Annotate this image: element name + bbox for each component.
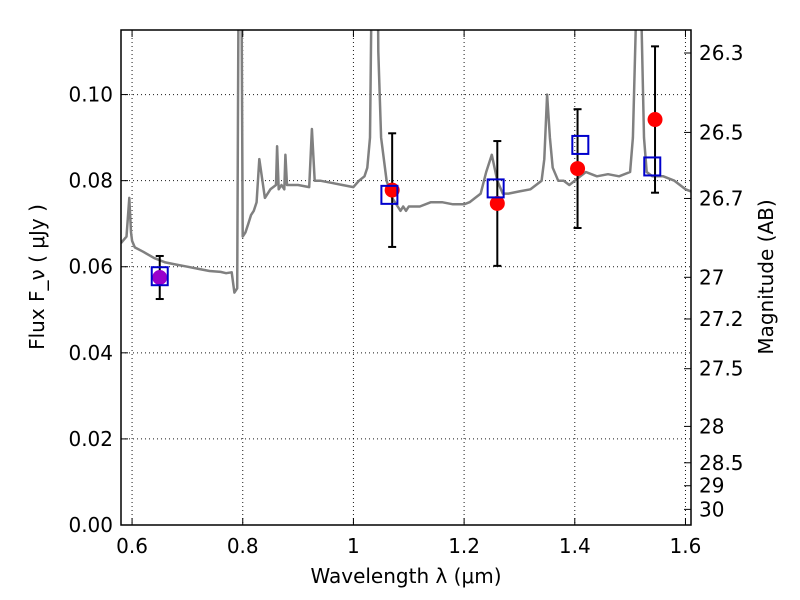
y-tick-label: 0.04 bbox=[68, 341, 113, 365]
model-photometry-box bbox=[380, 184, 399, 205]
y-axis-label: Flux F_ν ( μJy ) bbox=[25, 204, 49, 350]
magnitude-tick-label: 27.2 bbox=[699, 307, 744, 331]
magnitude-tick-label: 28 bbox=[699, 414, 724, 438]
magnitude-tick-label: 27.5 bbox=[699, 357, 744, 381]
model-photometry-box bbox=[643, 156, 662, 177]
magnitude-tick-label: 30 bbox=[699, 497, 724, 521]
observed-point bbox=[570, 161, 586, 177]
x-tick-label: 1.2 bbox=[448, 534, 480, 558]
magnitude-tick-label: 26.5 bbox=[699, 120, 744, 144]
x-tick-label: 0.8 bbox=[227, 534, 259, 558]
observed-point bbox=[152, 270, 168, 285]
y-tick-label: 0.08 bbox=[68, 169, 113, 193]
x-tick-label: 1.4 bbox=[559, 534, 591, 558]
x-axis-label: Wavelength λ (μm) bbox=[310, 564, 501, 588]
axes: 0.6 0.8 1 1.2 1.4 1.6 0.00 0.02 0.04 0.06 0.08 0.10… bbox=[68, 30, 744, 558]
model-photometry-box bbox=[150, 266, 169, 287]
x-tick-label: 0.6 bbox=[116, 534, 148, 558]
x-tick-label: 1 bbox=[347, 534, 360, 558]
model-photometry-box bbox=[571, 134, 590, 155]
magnitude-axis-label: Magnitude (AB) bbox=[754, 199, 778, 354]
x-tick-label: 1.6 bbox=[670, 534, 702, 558]
magnitude-tick-label: 29 bbox=[699, 474, 724, 498]
observed-point bbox=[647, 112, 663, 128]
magnitude-tick-label: 27 bbox=[699, 265, 724, 289]
y-tick-label: 0.00 bbox=[68, 513, 113, 537]
y-tick-label: 0.02 bbox=[68, 427, 113, 451]
observed-points-layer bbox=[152, 112, 663, 285]
model-spectrum-line bbox=[121, 30, 691, 294]
model-spectrum-layer bbox=[121, 30, 691, 294]
magnitude-tick-label: 28.5 bbox=[699, 451, 744, 475]
y-tick-label: 0.10 bbox=[68, 83, 113, 107]
model-photometry-layer bbox=[150, 134, 662, 287]
plot-frame bbox=[120, 29, 692, 526]
grid-lines bbox=[121, 30, 691, 526]
magnitude-tick-label: 26.3 bbox=[699, 41, 744, 65]
observed-point bbox=[489, 195, 505, 211]
y-tick-label: 0.06 bbox=[68, 255, 113, 279]
magnitude-tick-label: 26.7 bbox=[699, 186, 744, 210]
model-photometry-box bbox=[486, 178, 505, 199]
